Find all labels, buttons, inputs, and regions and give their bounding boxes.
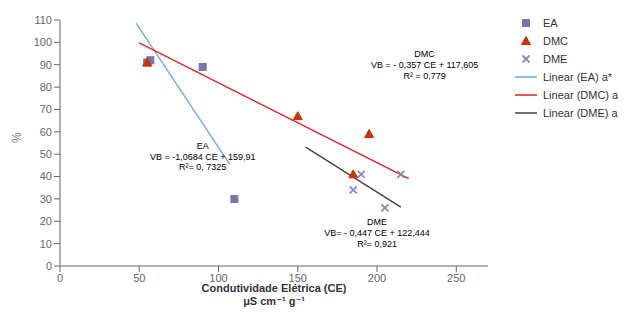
svg-text:20: 20 <box>40 215 52 227</box>
svg-text:10: 10 <box>40 238 52 250</box>
svg-text:40: 40 <box>40 170 52 182</box>
svg-text:200: 200 <box>368 272 386 284</box>
svg-text:50: 50 <box>40 148 52 160</box>
svg-text:110: 110 <box>34 14 52 26</box>
svg-text:100: 100 <box>209 272 227 284</box>
svg-text:Condutividade Elétrica (CE)μS: Condutividade Elétrica (CE)μS cm⁻¹ g⁻¹ <box>202 282 347 307</box>
html-text:Linear (DMC) a: Linear (DMC) a <box>543 89 619 101</box>
svg-text:70: 70 <box>40 103 52 115</box>
svg-text:DMCVB = - 0,357 CE + 117,605R²: DMCVB = - 0,357 CE + 117,605R² = 0,779 <box>371 49 478 81</box>
svg-text:EAVB = -1,0684 CE + 159,91R²=: EAVB = -1,0684 CE + 159,91R²= 0, 7325 <box>150 141 256 173</box>
svg-text:50: 50 <box>133 272 145 284</box>
svg-text:150: 150 <box>289 272 307 284</box>
svg-text:0: 0 <box>46 260 52 272</box>
svg-text:DMEVB= - 0,447 CE + 122,444R²=: DMEVB= - 0,447 CE + 122,444R²= 0,921 <box>324 217 430 249</box>
html-text:DME: DME <box>543 53 568 65</box>
html-text:DMC: DMC <box>543 35 569 47</box>
svg-text:250: 250 <box>447 272 465 284</box>
svg-text:30: 30 <box>40 193 52 205</box>
svg-text:60: 60 <box>40 126 52 138</box>
svg-text:0: 0 <box>57 272 63 284</box>
svg-text:%: % <box>10 132 24 143</box>
svg-text:90: 90 <box>40 59 52 71</box>
html-text:EA: EA <box>543 17 558 29</box>
html-text:Linear (DME) a: Linear (DME) a <box>543 107 618 119</box>
svg-text:80: 80 <box>40 81 52 93</box>
svg-text:100: 100 <box>34 36 52 48</box>
html-text:Linear (EA) a*: Linear (EA) a* <box>543 71 613 83</box>
